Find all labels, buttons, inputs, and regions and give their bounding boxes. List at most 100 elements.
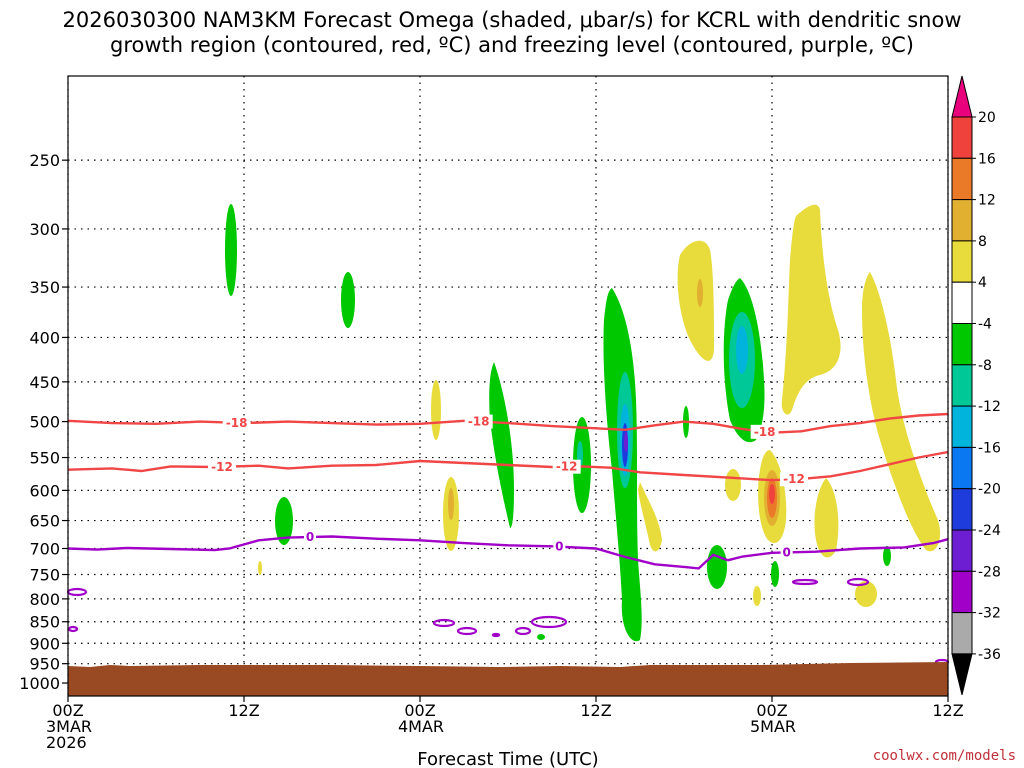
y-tick-label: 250 [29, 151, 60, 170]
omega-cell [431, 380, 441, 440]
fl-pocket [432, 618, 456, 628]
contour-label: -12 [211, 460, 233, 474]
colorbar-label: 16 [978, 151, 996, 167]
fl-pocket [514, 626, 532, 636]
plot-area [68, 76, 948, 696]
y-tick-label: 750 [29, 566, 60, 585]
x-tick-label: 12Z [228, 701, 259, 720]
contour-label: -12 [783, 472, 805, 486]
x-tick-label: 4MAR [398, 717, 444, 736]
colorbar-label: -24 [978, 523, 1001, 539]
colorbar-label: -20 [978, 482, 1001, 498]
colorbar-label: -28 [978, 564, 1001, 580]
contour-label: 0 [306, 530, 314, 544]
colorbar: 20 16 12 8 4 -4 -8 -12 -16 -20 -24 -28 -32 -36 [951, 75, 1001, 696]
colorbar-bin [951, 323, 973, 366]
colorbar-bin [951, 157, 973, 201]
x-tick-label: 5MAR [750, 717, 796, 736]
colorbar-bin [951, 240, 973, 283]
contour-label-bg [552, 459, 581, 474]
omega-cell [781, 204, 841, 415]
omega-cell [624, 432, 628, 452]
omega-cell [736, 326, 748, 374]
contour-label: -18 [468, 415, 490, 429]
contour-label: 0 [782, 545, 790, 559]
omega-cell [771, 561, 779, 587]
contour-label-bg [464, 414, 493, 429]
y-tick-label: 500 [29, 413, 60, 432]
colorbar-bin [951, 653, 973, 696]
chart-title-line2: growth region (contoured, red, ºC) and f… [110, 33, 914, 57]
contour-label-bg [304, 530, 316, 545]
colorbar-label: -16 [978, 440, 1001, 456]
colorbar-bin [951, 199, 973, 242]
x-axis-label: Forecast Time (UTC) [417, 749, 598, 768]
x-tick-label: 00Z [52, 701, 83, 720]
y-tick-label: 700 [29, 539, 60, 558]
y-tick-label: 350 [29, 278, 60, 297]
colorbar-bin [951, 116, 973, 159]
colorbar-label: -36 [978, 647, 1001, 663]
colorbar-label: 4 [978, 275, 987, 291]
colorbar-bin [951, 612, 973, 655]
colorbar-bin [951, 364, 973, 407]
omega-cell [537, 634, 545, 640]
contour-lines: -18 -18 -18 -12 -12 -12 0 0 0 [67, 412, 949, 570]
x-tick-label: 3MAR [46, 717, 92, 736]
y-tick-label: 900 [29, 634, 60, 653]
omega-cell [225, 204, 237, 296]
colorbar-bin [951, 446, 973, 490]
contour-label: 0 [555, 540, 563, 554]
contour-label-bg [208, 459, 236, 474]
x-tick-label: 12Z [932, 701, 963, 720]
x-tick-label: 00Z [404, 701, 435, 720]
colorbar-label: -4 [978, 317, 992, 333]
omega-cell [697, 279, 703, 307]
fl-pocket [791, 578, 819, 586]
colorbar-label: 8 [978, 234, 987, 250]
omega-cell [341, 272, 355, 328]
y-tick-label: 550 [29, 449, 60, 468]
fl-pocket [846, 577, 870, 587]
fl-pocket [67, 625, 79, 633]
plot-frame [67, 75, 949, 697]
colorbar-bin [951, 529, 973, 572]
contour-freezing-level-0 [67, 535, 949, 570]
y-tick-label: 950 [29, 655, 60, 674]
colorbar-label: 12 [978, 193, 996, 209]
freezing-level-pockets [66, 577, 950, 666]
contour-label-bg [750, 424, 779, 439]
omega-cell [769, 484, 775, 504]
y-tick-label: 800 [29, 590, 60, 609]
terrain-surface [68, 662, 948, 696]
colorbar-label: -12 [978, 399, 1001, 415]
contour-label-bg [553, 539, 566, 554]
colorbar-label: -8 [978, 358, 992, 374]
y-axis: 250 300 350 400 450 500 550 600 650 700 750 800 850 9… [19, 151, 68, 693]
contour-label: -18 [754, 425, 776, 439]
y-tick-label: 650 [29, 512, 60, 531]
y-tick-label: 600 [29, 481, 60, 500]
omega-cell [448, 488, 454, 520]
omega-cell [707, 545, 727, 589]
chart-title-line1: 2026030300 NAM3KM Forecast Omega (shaded… [63, 8, 962, 32]
contour-label: -12 [556, 460, 578, 474]
omega-shading [225, 204, 941, 642]
omega-cell [275, 497, 293, 545]
colorbar-bin [951, 570, 973, 614]
y-tick-label: 300 [29, 220, 60, 239]
contour-label-bg [780, 472, 808, 487]
y-tick-label: 400 [29, 328, 60, 347]
contour-label: -18 [226, 416, 248, 430]
fl-pocket [456, 626, 478, 636]
omega-cell [814, 478, 839, 558]
x-tick-label: 00Z [756, 701, 787, 720]
colorbar-label: -32 [978, 606, 1001, 622]
colorbar-bin [951, 281, 973, 325]
omega-cell [883, 546, 891, 566]
credit-text: coolwx.com/models [873, 748, 1016, 764]
colorbar-bin [951, 488, 973, 531]
omega-cell [725, 469, 741, 501]
